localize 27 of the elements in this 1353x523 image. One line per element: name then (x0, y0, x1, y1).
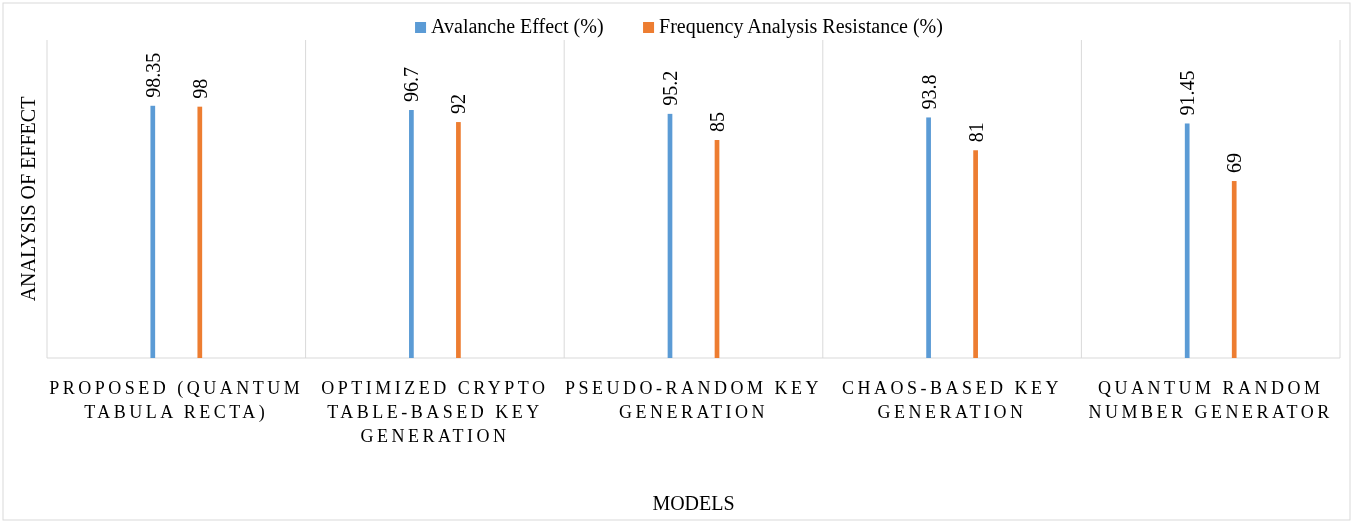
legend-label: Avalanche Effect (%) (431, 15, 604, 38)
bar (150, 105, 156, 358)
data-label: 96.7 (400, 67, 423, 103)
data-label: 98.35 (141, 52, 164, 98)
x-tick-label: OPTIMIZED CRYPTO TABLE-BASED KEY GENERATION (321, 378, 549, 446)
data-label: 92 (447, 94, 470, 115)
x-tick-label: QUANTUM RANDOM NUMBER GENERATOR (1088, 378, 1333, 422)
data-label: 85 (706, 112, 729, 133)
x-tick-label: PROPOSED (QUANTUM TABULA RECTA) (49, 378, 304, 423)
data-label: 95.2 (658, 70, 681, 106)
bar (1231, 181, 1237, 358)
bar (409, 110, 414, 358)
bar (973, 150, 978, 358)
bar (456, 122, 461, 358)
legend-label: Frequency Analysis Resistance (%) (659, 15, 943, 38)
bar (926, 117, 931, 358)
bar (197, 106, 203, 358)
bar (1184, 123, 1190, 358)
data-label: 91.45 (1176, 70, 1199, 116)
data-label: 81 (964, 122, 987, 143)
data-label: 93.8 (917, 74, 940, 110)
x-axis-title: MODELS (652, 492, 735, 514)
x-tick-label: CHAOS-BASED KEY GENERATION (842, 378, 1063, 422)
data-label: 69 (1223, 153, 1246, 174)
x-tick-label: PSEUDO-RANDOM KEY GENERATION (564, 378, 823, 422)
data-label: 98 (188, 78, 211, 99)
y-axis-title: ANALYSIS OF EFFECT (17, 96, 39, 302)
